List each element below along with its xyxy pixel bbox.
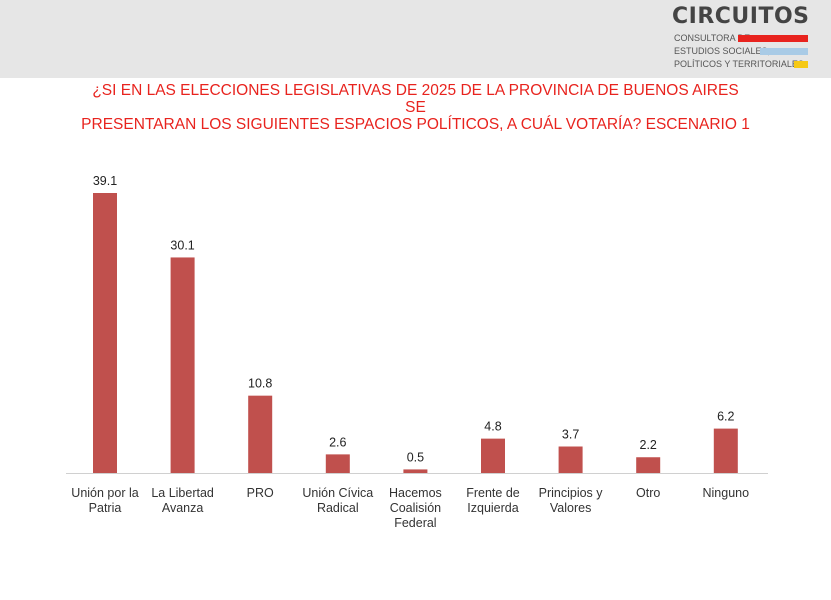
category-label-6: Principios y Valores [539, 486, 604, 515]
category-label-1-line-1: Avanza [162, 501, 204, 515]
logo-yellow-bar [794, 61, 808, 68]
category-label-3-line-1: Radical [317, 501, 359, 515]
value-label-7: 2.2 [640, 438, 657, 452]
bar-0 [93, 193, 117, 473]
bar-7 [636, 457, 661, 473]
logo-tagline-1: CONSULTORA DE [674, 33, 751, 43]
chart-title-line-2: PRESENTARAN LOS SIGUIENTES ESPACIOS POLÍ… [81, 116, 750, 133]
value-label-3: 2.6 [329, 435, 346, 449]
category-label-5-line-0: Frente de [466, 486, 520, 500]
category-label-3: Unión Cívica Radical [302, 486, 373, 515]
circuitos-logo: CIRCUITOS CONSULTORA DE ESTUDIOS SOCIALE… [672, 4, 817, 74]
bar-5 [481, 438, 505, 473]
value-label-0: 39.1 [93, 174, 117, 188]
bar-2 [248, 395, 273, 473]
chart-title: ¿SI EN LAS ELECCIONES LEGISLATIVAS DE 20… [80, 82, 751, 133]
category-label-7-line-0: Otro [636, 486, 660, 500]
value-label-4: 0.5 [407, 450, 424, 464]
category-label-0-line-1: Patria [89, 501, 122, 515]
category-label-4-line-0: Hacemos [389, 486, 442, 500]
value-label-2: 10.8 [248, 377, 272, 391]
value-label-5: 4.8 [484, 420, 501, 434]
logo-tagline-3: POLÍTICOS Y TERRITORIALES [674, 59, 804, 69]
category-label-1: La Libertad Avanza [151, 486, 214, 515]
bar-4 [403, 469, 428, 473]
category-label-5: Frente de Izquierda [466, 486, 520, 515]
category-label-3-line-0: Unión Cívica [302, 486, 373, 500]
logo-wordmark: CIRCUITOS [672, 4, 810, 29]
bar-6 [558, 446, 583, 473]
category-label-6-line-1: Valores [550, 501, 591, 515]
value-label-1: 30.1 [170, 238, 194, 252]
category-label-0-line-0: Unión por la [71, 486, 138, 500]
bar-1 [170, 257, 195, 473]
chart-title-line-1: ¿SI EN LAS ELECCIONES LEGISLATIVAS DE 20… [92, 82, 739, 116]
header-band [0, 0, 831, 78]
category-label-7: Otro [636, 486, 660, 500]
value-label-8: 6.2 [717, 410, 734, 424]
category-label-8-line-0: Ninguno [703, 486, 750, 500]
category-label-1-line-0: La Libertad [151, 486, 214, 500]
logo-red-bar [738, 35, 808, 42]
category-label-4-line-1: Coalisión [390, 501, 441, 515]
category-label-0: Unión por la Patria [71, 486, 138, 515]
category-label-5-line-1: Izquierda [467, 501, 518, 515]
logo-blue-bar [760, 48, 808, 55]
category-label-2: PRO [247, 486, 274, 500]
bar-3 [325, 454, 350, 473]
logo-tagline-2: ESTUDIOS SOCIALES, [674, 46, 771, 56]
category-label-2-line-0: PRO [247, 486, 274, 500]
category-label-4-line-2: Federal [394, 516, 436, 530]
value-label-6: 3.7 [562, 428, 579, 442]
category-label-4: Hacemos Coalisión Federal [389, 486, 442, 530]
category-label-8: Ninguno [703, 486, 750, 500]
bar-8 [713, 428, 738, 473]
category-label-6-line-0: Principios y [539, 486, 604, 500]
